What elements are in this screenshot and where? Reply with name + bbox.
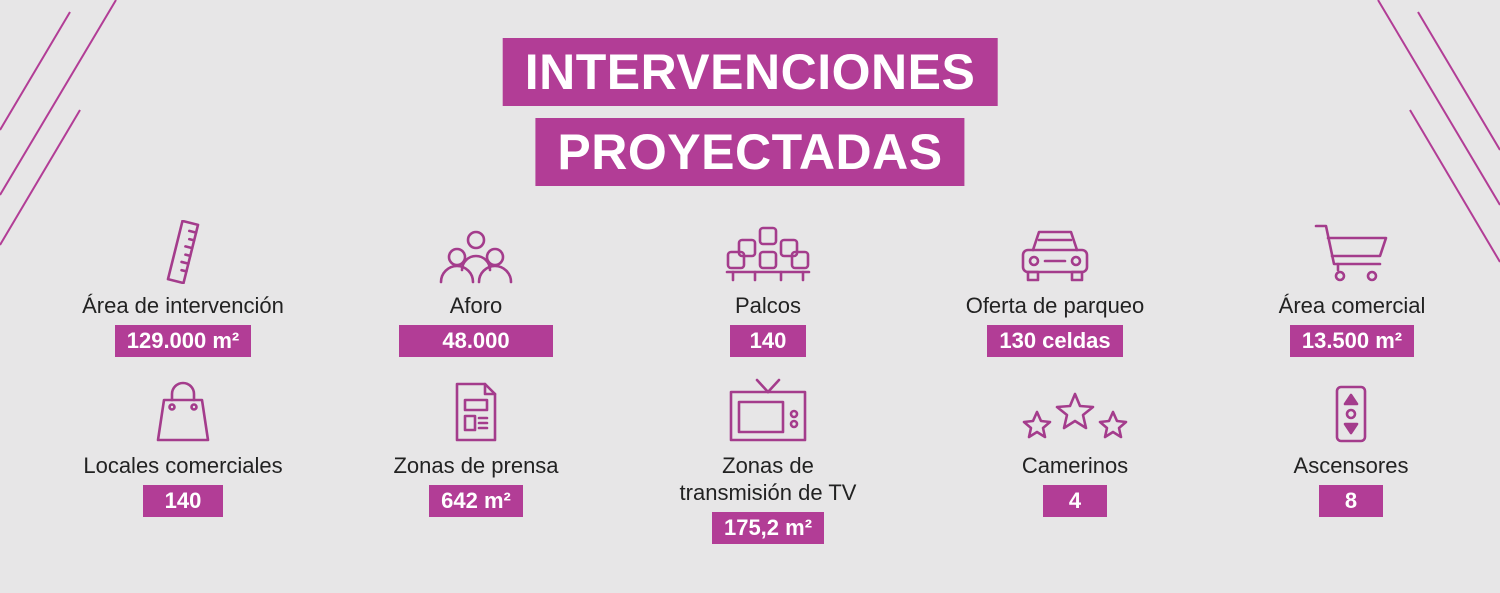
ruler-icon	[33, 216, 333, 284]
stat-value: 129.000 m²	[114, 325, 252, 357]
stat-label: Ascensores	[1293, 453, 1409, 478]
stars-icon	[925, 376, 1225, 444]
stat-prensa: Zonas de prensa 642 m²	[326, 376, 626, 517]
stat-value: 4	[1043, 485, 1107, 517]
stat-locales: Locales comerciales 140	[33, 376, 333, 517]
people-icon	[326, 216, 626, 284]
stat-value: 140	[730, 325, 806, 357]
stat-label: Área de intervención	[82, 293, 284, 318]
stat-label: Área comercial	[1278, 293, 1426, 318]
stat-value: 8	[1319, 485, 1383, 517]
title-line-1: INTERVENCIONES	[502, 38, 998, 106]
stat-tv: Zonas de transmisión de TV 175,2 m²	[618, 376, 918, 544]
title-line-2: PROYECTADAS	[535, 118, 965, 186]
seats-icon	[618, 216, 918, 284]
stat-value: 13.500 m²	[1289, 325, 1415, 357]
car-icon	[905, 216, 1205, 284]
stat-aforo: Aforo 48.000	[326, 216, 626, 357]
elevator-icon	[1201, 376, 1500, 444]
stat-label: Zonas de transmisión de TV	[679, 453, 857, 505]
stat-area-comercial: Área comercial 13.500 m²	[1202, 216, 1500, 357]
stat-label: Oferta de parqueo	[965, 293, 1145, 318]
stat-label: Camerinos	[1021, 453, 1129, 478]
stat-parqueo: Oferta de parqueo 130 celdas	[905, 216, 1205, 357]
stat-camerinos: Camerinos 4	[925, 376, 1225, 517]
cart-icon	[1202, 216, 1500, 284]
stat-value: 140	[143, 485, 223, 517]
newspaper-icon	[326, 376, 626, 444]
stat-value: 175,2 m²	[711, 512, 825, 544]
tv-icon	[618, 376, 918, 444]
stat-label: Locales comerciales	[83, 453, 283, 478]
stat-label: Zonas de prensa	[393, 453, 559, 478]
stat-area-intervencion: Área de intervención 129.000 m²	[33, 216, 333, 357]
stat-palcos: Palcos 140	[618, 216, 918, 357]
stat-value: 48.000	[399, 325, 553, 357]
stat-value: 642 m²	[429, 485, 523, 517]
shopping-bag-icon	[33, 376, 333, 444]
stat-ascensores: Ascensores 8	[1201, 376, 1500, 517]
stat-value: 130 celdas	[987, 325, 1123, 357]
stat-label: Aforo	[449, 293, 503, 318]
stat-label: Palcos	[734, 293, 802, 318]
